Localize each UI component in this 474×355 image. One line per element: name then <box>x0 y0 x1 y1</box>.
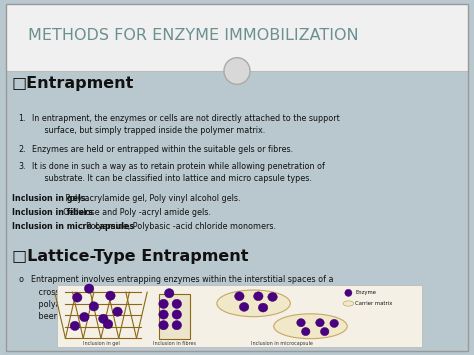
Text: It is done in such a way as to retain protein while allowing penetration of
    : It is done in such a way as to retain pr… <box>32 162 325 183</box>
Ellipse shape <box>274 314 347 339</box>
Ellipse shape <box>297 319 305 327</box>
Ellipse shape <box>217 290 290 317</box>
Text: 1.: 1. <box>18 114 26 122</box>
Ellipse shape <box>73 293 82 302</box>
Text: 3.: 3. <box>18 162 26 171</box>
Text: Inclusion in gel: Inclusion in gel <box>82 341 119 346</box>
FancyBboxPatch shape <box>159 294 190 339</box>
Ellipse shape <box>159 310 168 319</box>
FancyBboxPatch shape <box>6 4 468 71</box>
Text: Carrier matrix: Carrier matrix <box>355 301 392 306</box>
Ellipse shape <box>172 321 182 330</box>
Ellipse shape <box>159 299 168 308</box>
Text: Enzymes are held or entrapped within the suitable gels or fibres.: Enzymes are held or entrapped within the… <box>32 145 293 154</box>
Ellipse shape <box>301 327 310 336</box>
Text: In entrapment, the enzymes or cells are not directly attached to the support
   : In entrapment, the enzymes or cells are … <box>32 114 340 135</box>
Text: □Lattice-Type Entrapment: □Lattice-Type Entrapment <box>12 249 248 264</box>
Text: Inclusion in microcapsule: Inclusion in microcapsule <box>251 341 313 346</box>
Ellipse shape <box>84 284 94 293</box>
Ellipse shape <box>268 293 277 301</box>
Ellipse shape <box>224 58 250 84</box>
Ellipse shape <box>103 320 113 329</box>
Text: METHODS FOR ENZYME IMMOBILIZATION: METHODS FOR ENZYME IMMOBILIZATION <box>28 28 359 43</box>
Ellipse shape <box>330 320 338 327</box>
Ellipse shape <box>99 314 108 323</box>
Text: □Entrapment: □Entrapment <box>12 76 134 91</box>
Ellipse shape <box>343 301 354 306</box>
Ellipse shape <box>80 312 89 322</box>
Ellipse shape <box>106 291 115 300</box>
Ellipse shape <box>239 302 249 311</box>
Ellipse shape <box>254 292 263 301</box>
Ellipse shape <box>172 310 182 319</box>
Ellipse shape <box>159 321 168 330</box>
Text: Inclusion in fibres: Inclusion in fibres <box>153 341 196 346</box>
Ellipse shape <box>345 289 352 296</box>
Text: Poly acrylamide gel, Poly vinyl alcohol gels.: Poly acrylamide gel, Poly vinyl alcohol … <box>63 194 240 203</box>
Text: Inclusion in gels:: Inclusion in gels: <box>12 194 89 203</box>
Text: Inclusion in fibers: Inclusion in fibers <box>12 208 93 217</box>
Ellipse shape <box>316 319 324 327</box>
Text: : Cellulose and Poly -acryl amide gels.: : Cellulose and Poly -acryl amide gels. <box>58 208 211 217</box>
Text: : Polyamine, Polybasic -acid chloride monomers.: : Polyamine, Polybasic -acid chloride mo… <box>81 222 275 231</box>
Ellipse shape <box>70 321 80 331</box>
Text: Entrapment involves entrapping enzymes within the interstitial spaces of a
   cr: Entrapment involves entrapping enzymes w… <box>31 275 333 321</box>
Text: 2.: 2. <box>18 145 26 154</box>
Ellipse shape <box>89 302 99 311</box>
Ellipse shape <box>320 327 329 336</box>
Text: Enzyme: Enzyme <box>355 290 376 295</box>
Ellipse shape <box>235 292 244 301</box>
FancyBboxPatch shape <box>6 71 468 351</box>
Ellipse shape <box>113 307 122 316</box>
Text: Inclusion in micro capsules: Inclusion in micro capsules <box>12 222 134 231</box>
Ellipse shape <box>164 289 174 298</box>
FancyBboxPatch shape <box>57 285 422 347</box>
Text: o: o <box>18 275 23 284</box>
Ellipse shape <box>172 299 182 308</box>
Ellipse shape <box>258 303 268 312</box>
